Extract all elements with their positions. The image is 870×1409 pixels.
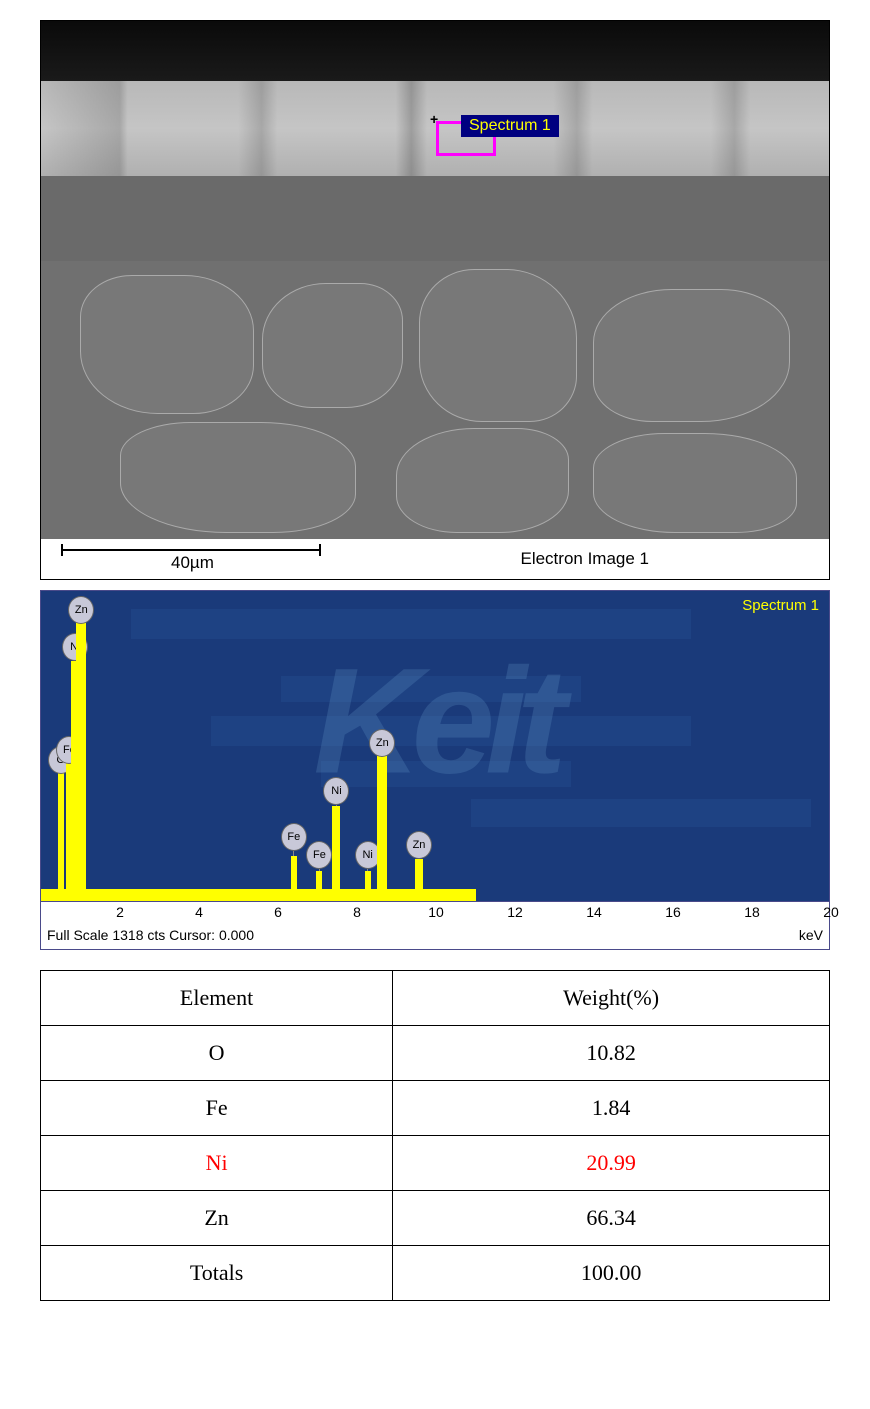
eds-x-axis: 2468101214161820 xyxy=(41,901,829,925)
eds-peak-label: Fe xyxy=(306,841,332,871)
eds-x-tick: 8 xyxy=(353,904,361,920)
eds-peak-element-label: Zn xyxy=(406,831,432,859)
table-cell: 20.99 xyxy=(393,1136,830,1191)
table-cell: O xyxy=(41,1026,393,1081)
sem-footer-bar: 40µm Electron Image 1 xyxy=(41,539,829,579)
eds-peak-leader xyxy=(293,851,294,856)
eds-x-unit: keV xyxy=(799,927,823,947)
eds-peak-element-label: Fe xyxy=(281,823,307,851)
grain xyxy=(419,269,577,422)
eds-x-tick: 4 xyxy=(195,904,203,920)
table-cell: Zn xyxy=(41,1191,393,1246)
grain xyxy=(262,283,404,408)
eds-x-tick: 16 xyxy=(665,904,681,920)
sem-substrate xyxy=(41,261,829,539)
sem-coating-layer xyxy=(41,81,829,176)
table-cell: Ni xyxy=(41,1136,393,1191)
eds-x-tick: 12 xyxy=(507,904,523,920)
sem-interlayer xyxy=(41,176,829,261)
eds-peak-label: Fe xyxy=(281,823,307,856)
grain xyxy=(593,289,790,422)
table-row: Totals100.00 xyxy=(41,1246,830,1301)
eds-x-tick: 2 xyxy=(116,904,124,920)
eds-peak-leader xyxy=(367,869,368,871)
eds-peak-label: Zn xyxy=(68,596,94,624)
sem-image-label: Electron Image 1 xyxy=(520,549,649,569)
eds-x-tick: 6 xyxy=(274,904,282,920)
col-weight: Weight(%) xyxy=(393,971,830,1026)
scale-bar-icon xyxy=(61,549,321,551)
eds-peak xyxy=(316,871,322,901)
eds-x-tick: 18 xyxy=(744,904,760,920)
eds-x-tick: 20 xyxy=(823,904,839,920)
composition-table: Element Weight(%) O10.82Fe1.84Ni20.99Zn6… xyxy=(40,970,830,1301)
eds-peak-element-label: Ni xyxy=(323,777,349,805)
eds-peak-label: Zn xyxy=(406,831,432,859)
grain xyxy=(593,433,798,533)
eds-baseline xyxy=(41,889,476,901)
table-row: Ni20.99 xyxy=(41,1136,830,1191)
table-row: O10.82 xyxy=(41,1026,830,1081)
eds-peak xyxy=(377,756,387,901)
eds-peak-element-label: Zn xyxy=(68,596,94,624)
eds-chart-area: Keit Spectrum 1 OFeNiZnFeFeNiNiZnZn xyxy=(41,591,829,901)
eds-peak-leader xyxy=(336,805,337,806)
eds-peak-label: Ni xyxy=(323,777,349,806)
grain xyxy=(396,428,569,534)
scale-bar-label: 40µm xyxy=(171,553,214,573)
eds-peak xyxy=(365,871,371,901)
grain xyxy=(120,422,356,533)
eds-peak xyxy=(332,806,340,901)
table-row: Fe1.84 xyxy=(41,1081,830,1136)
watermark-band xyxy=(211,716,691,746)
sem-top-region xyxy=(41,21,829,81)
sem-micrograph: + Spectrum 1 40µm Electron Image 1 xyxy=(40,20,830,580)
table-row: Zn66.34 xyxy=(41,1191,830,1246)
eds-x-tick: 10 xyxy=(428,904,444,920)
eds-x-tick: 14 xyxy=(586,904,602,920)
eds-scale-text: Full Scale 1318 cts Cursor: 0.000 xyxy=(47,927,254,947)
table-cell: 1.84 xyxy=(393,1081,830,1136)
watermark-band xyxy=(131,609,691,639)
table-header-row: Element Weight(%) xyxy=(41,971,830,1026)
eds-peak-element-label: Fe xyxy=(306,841,332,869)
grain xyxy=(80,275,253,414)
eds-spectrum-title: Spectrum 1 xyxy=(742,597,819,614)
eds-footer: Full Scale 1318 cts Cursor: 0.000 keV xyxy=(41,925,829,949)
table-cell: 66.34 xyxy=(393,1191,830,1246)
table-cell: 100.00 xyxy=(393,1246,830,1301)
table-cell: 10.82 xyxy=(393,1026,830,1081)
eds-peak-label: Zn xyxy=(369,729,395,757)
table-cell: Totals xyxy=(41,1246,393,1301)
eds-peak-leader xyxy=(319,869,320,871)
watermark-band xyxy=(321,761,571,787)
eds-peak-element-label: Zn xyxy=(369,729,395,757)
eds-spectrum-panel: Keit Spectrum 1 OFeNiZnFeFeNiNiZnZn 2468… xyxy=(40,590,830,950)
col-element: Element xyxy=(41,971,393,1026)
watermark-band xyxy=(281,676,581,702)
eds-peak xyxy=(76,616,86,901)
eds-peak xyxy=(415,859,423,901)
watermark-band xyxy=(471,799,811,827)
eds-peak xyxy=(291,856,297,901)
spectrum-roi-label: Spectrum 1 xyxy=(461,115,559,137)
table-cell: Fe xyxy=(41,1081,393,1136)
